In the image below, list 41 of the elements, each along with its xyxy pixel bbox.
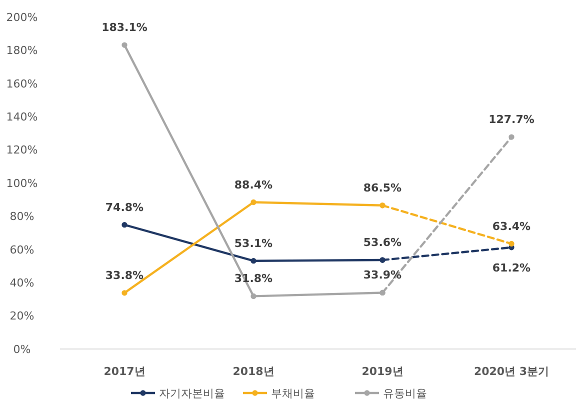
data-label: 53.1% xyxy=(234,236,273,250)
point xyxy=(380,290,386,296)
y-tick-label: 180% xyxy=(6,44,38,58)
y-tick-label: 60% xyxy=(10,243,34,256)
y-tick-label: 0% xyxy=(13,342,31,356)
y-tick-label: 80% xyxy=(10,210,34,224)
point xyxy=(380,202,386,208)
y-tick-label: 120% xyxy=(6,144,38,157)
point xyxy=(122,222,128,228)
x-tick-label: 2018년 xyxy=(232,365,274,378)
legend-label: 유동비율 xyxy=(383,386,427,400)
point xyxy=(508,134,514,140)
data-label: 86.5% xyxy=(363,181,402,194)
y-tick-label: 200% xyxy=(6,10,38,24)
data-label: 33.8% xyxy=(105,268,144,282)
data-label: 31.8% xyxy=(234,272,273,286)
point xyxy=(508,240,514,247)
point xyxy=(122,290,128,296)
x-tick-label: 2017년 xyxy=(104,365,146,378)
y-tick-label: 100% xyxy=(6,176,38,190)
data-label: 53.6% xyxy=(363,236,402,250)
legend-label: 자기자본비율 xyxy=(159,386,225,400)
point xyxy=(250,258,256,264)
point xyxy=(250,293,256,300)
data-label: 183.1% xyxy=(102,21,148,34)
data-label: 33.9% xyxy=(363,268,402,282)
point xyxy=(122,42,128,48)
data-label: 88.4% xyxy=(234,178,273,192)
y-tick-label: 140% xyxy=(6,110,38,124)
data-label: 74.8% xyxy=(105,200,144,214)
data-label: 127.7% xyxy=(488,113,534,126)
y-tick-label: 160% xyxy=(6,77,38,90)
point xyxy=(250,199,256,206)
point xyxy=(380,257,386,263)
y-tick-label: 40% xyxy=(10,276,34,290)
legend-label: 부채비율 xyxy=(271,386,315,400)
x-tick-label: 2020년 3분기 xyxy=(474,365,550,378)
y-tick-label: 20% xyxy=(10,310,34,323)
data-label: 61.2% xyxy=(492,261,531,274)
data-label: 63.4% xyxy=(492,220,531,233)
x-tick-label: 2019년 xyxy=(362,365,404,378)
